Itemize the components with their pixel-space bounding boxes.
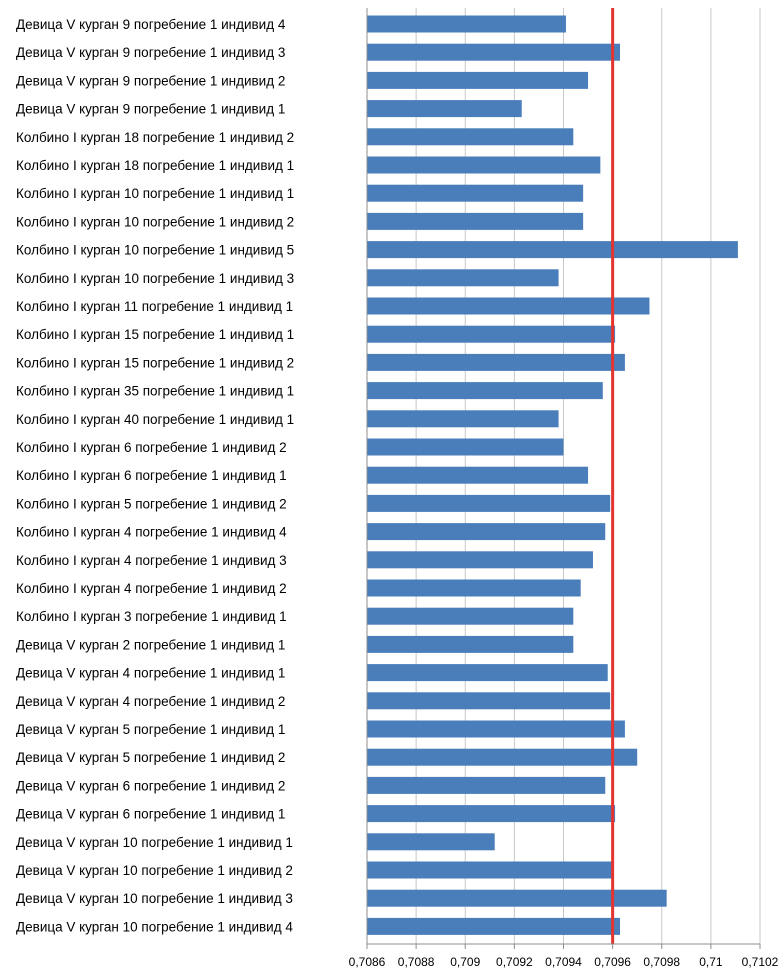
category-label: Колбино I курган 15 погребение 1 индивид… <box>16 355 294 370</box>
bars <box>367 15 738 935</box>
category-label: Девица V курган 9 погребение 1 индивид 3 <box>16 45 285 60</box>
category-label: Колбино I курган 10 погребение 1 индивид… <box>16 186 294 201</box>
category-label: Девица V курган 10 погребение 1 индивид … <box>16 919 293 934</box>
bar <box>367 720 625 738</box>
category-label: Девица V курган 2 погребение 1 индивид 1 <box>16 637 285 652</box>
bar <box>367 353 625 371</box>
bar <box>367 607 574 625</box>
x-tick-label: 0,7086 <box>349 955 386 969</box>
category-label: Девица V курган 4 погребение 1 индивид 1 <box>16 666 285 681</box>
category-label: Колбино I курган 18 погребение 1 индивид… <box>16 130 294 145</box>
bar <box>367 579 581 597</box>
x-tick-label: 0,709 <box>450 955 480 969</box>
bar <box>367 692 611 710</box>
bar <box>367 748 638 766</box>
x-tick-label: 0,7098 <box>643 955 680 969</box>
category-label: Девица V курган 6 погребение 1 индивид 2 <box>16 778 285 793</box>
bar <box>367 212 584 230</box>
category-label: Колбино I курган 4 погребение 1 индивид … <box>16 553 287 568</box>
bar <box>367 269 559 287</box>
bar <box>367 917 620 935</box>
category-label: Девица V курган 5 погребение 1 индивид 1 <box>16 722 285 737</box>
category-label: Колбино I курган 6 погребение 1 индивид … <box>16 440 287 455</box>
bar <box>367 551 593 569</box>
bar <box>367 156 601 174</box>
bar <box>367 635 574 653</box>
category-label: Девица V курган 9 погребение 1 индивид 4 <box>16 17 286 32</box>
category-label: Девица V курган 5 погребение 1 индивид 2 <box>16 750 285 765</box>
category-label: Колбино I курган 35 погребение 1 индивид… <box>16 384 294 399</box>
category-label: Колбино I курган 4 погребение 1 индивид … <box>16 525 287 540</box>
bar <box>367 410 559 428</box>
bar <box>367 43 620 61</box>
x-tick-label: 0,7092 <box>496 955 533 969</box>
category-labels: Девица V курган 9 погребение 1 индивид 4… <box>16 17 294 934</box>
category-label: Колбино I курган 4 погребение 1 индивид … <box>16 581 287 596</box>
category-label: Колбино I курган 6 погребение 1 индивид … <box>16 468 287 483</box>
bar <box>367 494 611 512</box>
bar <box>367 889 667 907</box>
category-label: Колбино I курган 5 погребение 1 индивид … <box>16 496 287 511</box>
bar <box>367 241 738 259</box>
bar <box>367 71 589 89</box>
category-label: Девица V курган 10 погребение 1 индивид … <box>16 835 293 850</box>
category-label: Девица V курган 9 погребение 1 индивид 1 <box>16 102 285 117</box>
bar <box>367 128 574 146</box>
category-label: Колбино I курган 10 погребение 1 индивид… <box>16 243 294 258</box>
category-label: Девица V курган 6 погребение 1 индивид 1 <box>16 807 285 822</box>
x-tick-label: 0,7102 <box>742 955 779 969</box>
category-label: Колбино I курган 3 погребение 1 индивид … <box>16 609 287 624</box>
x-tick-label: 0,7088 <box>398 955 435 969</box>
bar <box>367 15 566 33</box>
bar <box>367 382 603 400</box>
bar <box>367 325 616 343</box>
category-label: Колбино I курган 10 погребение 1 индивид… <box>16 214 294 229</box>
category-label: Колбино I курган 11 погребение 1 индивид… <box>16 299 293 314</box>
category-label: Девица V курган 10 погребение 1 индивид … <box>16 863 293 878</box>
bar <box>367 438 564 456</box>
bar <box>367 833 495 851</box>
bar <box>367 100 522 118</box>
category-label: Колбино I курган 40 погребение 1 индивид… <box>16 412 294 427</box>
bar <box>367 184 584 202</box>
x-tick-label: 0,71 <box>699 955 723 969</box>
bar <box>367 297 650 315</box>
x-tick-label: 0,7094 <box>545 955 582 969</box>
category-label: Колбино I курган 10 погребение 1 индивид… <box>16 271 294 286</box>
bar <box>367 466 589 484</box>
x-axis: 0,7086 0,7088 0,709 0,7092 0,7094 0,7096 0,709… <box>349 8 779 969</box>
bar <box>367 776 606 794</box>
category-label: Колбино I курган 18 погребение 1 индивид… <box>16 158 294 173</box>
category-label: Колбино I курган 15 погребение 1 индивид… <box>16 327 294 342</box>
category-label: Девица V курган 10 погребение 1 индивид … <box>16 891 293 906</box>
category-label: Девица V курган 4 погребение 1 индивид 2 <box>16 694 285 709</box>
bar <box>367 805 616 823</box>
category-label: Девица V курган 9 погребение 1 индивид 2 <box>16 73 285 88</box>
bar <box>367 523 606 541</box>
bar <box>367 861 613 879</box>
bar <box>367 664 608 682</box>
x-tick-label: 0,7096 <box>594 955 631 969</box>
